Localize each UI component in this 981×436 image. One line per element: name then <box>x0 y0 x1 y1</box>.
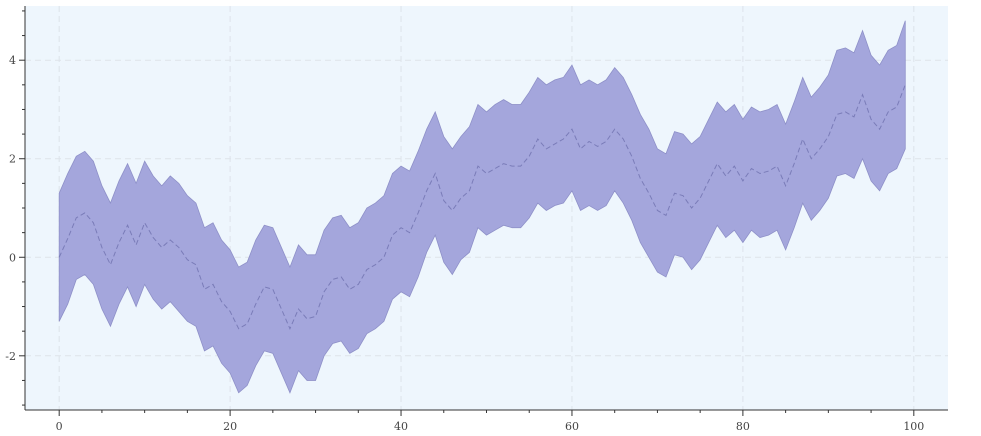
x-tick-label: 80 <box>736 420 750 433</box>
x-tick-label: 100 <box>903 420 924 433</box>
mean-line-dashed <box>58 84 906 330</box>
x-tick-label: 20 <box>223 420 237 433</box>
y-tick-label: 0 <box>9 251 16 264</box>
axis-ticks: 0 20 40 60 80 100 -2 0 2 4 <box>5 10 924 433</box>
y-tick-label: 4 <box>9 54 16 67</box>
confidence-band-area <box>58 20 906 394</box>
y-tick-label: -2 <box>5 350 16 363</box>
y-tick-label: 2 <box>9 153 16 166</box>
x-tick-label: 60 <box>565 420 579 433</box>
x-tick-label: 40 <box>394 420 408 433</box>
x-tick-label: 0 <box>56 420 63 433</box>
